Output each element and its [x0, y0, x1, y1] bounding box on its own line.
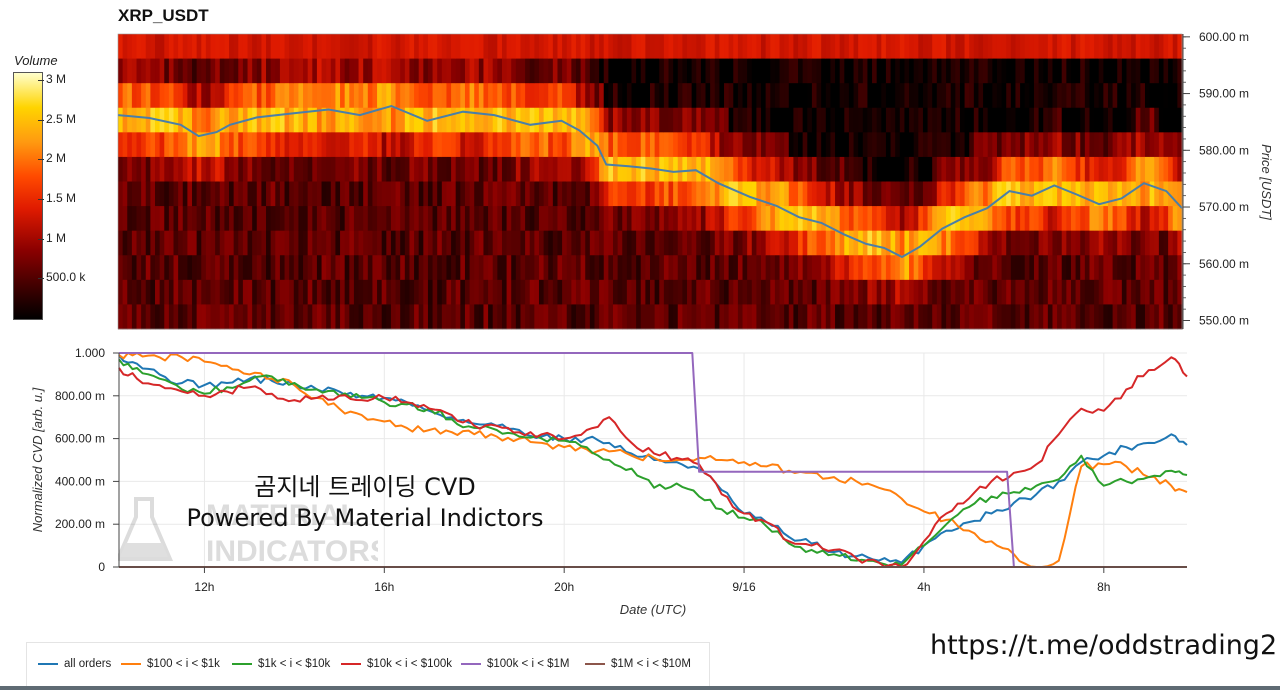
- colorbar-tick-label: 1 M: [46, 230, 67, 245]
- cvd-y-axis-title: Normalized CVD [arb. u.]: [30, 387, 45, 532]
- legend-swatch: [121, 662, 141, 665]
- colorbar-label: Volume: [14, 53, 58, 68]
- price-tick-label: 600.00 m: [1199, 30, 1249, 44]
- colorbar-tick-mark: [38, 198, 44, 200]
- cvd-y-tick-label: 800.00 m: [55, 389, 105, 403]
- legend-swatch: [232, 662, 252, 665]
- colorbar-tick-label: 3 M: [46, 71, 67, 86]
- legend-item-10k-100k[interactable]: $10k < i < $100k: [341, 658, 452, 670]
- price-tick-label: 570.00 m: [1199, 200, 1249, 214]
- chart-title: XRP_USDT: [118, 6, 209, 25]
- legend-swatch: [461, 662, 481, 665]
- material-indicators-logo: MATERIAL INDICATORS: [118, 497, 378, 568]
- cvd-x-tick-label: 20h: [554, 580, 574, 594]
- watermark-line-2: Powered By Material Indictors: [186, 504, 544, 532]
- cvd-y-tick-label: 200.00 m: [55, 517, 105, 531]
- cvd-series-line: [118, 358, 1188, 568]
- heatmap-cells: [118, 34, 1183, 330]
- colorbar-tick-mark: [38, 238, 44, 240]
- heatmap-frame: [117, 33, 1183, 330]
- price-axis-title: Price [USDT]: [1259, 144, 1274, 220]
- colorbar-tick-mark: [38, 79, 44, 81]
- legend-item-1k-10k[interactable]: $1k < i < $10k: [232, 658, 330, 670]
- price-axis-ticks: 600.00 m 590.00 m 580.00 m 570.00 m 560.00 m…: [1183, 30, 1249, 327]
- legend-item-100-1k[interactable]: $100 < i < $1k: [121, 658, 220, 670]
- price-heatmap[interactable]: 600.00 m 590.00 m 580.00 m 570.00 m 560.00 m…: [0, 0, 1280, 340]
- price-tick-label: 560.00 m: [1199, 257, 1249, 271]
- cvd-x-tick-label: 8h: [1097, 580, 1110, 594]
- cvd-x-tick-label: 4h: [917, 580, 930, 594]
- legend-swatch: [38, 662, 58, 665]
- colorbar-tick-mark: [38, 159, 44, 161]
- cvd-y-tick-label: 400.00 m: [55, 474, 105, 488]
- cvd-y-tick-label: 1.000: [75, 346, 105, 360]
- cvd-x-ticks: 12h 16h 20h 9/16 4h 8h: [194, 567, 1110, 594]
- cvd-series-line: [118, 356, 1188, 568]
- cvd-x-tick-label: 9/16: [732, 580, 756, 594]
- legend-swatch: [585, 662, 605, 665]
- colorbar-tick-label: 2 M: [46, 151, 67, 166]
- colorbar-tick-mark: [38, 119, 44, 121]
- cvd-series-line: [119, 352, 1187, 568]
- legend-item-all-orders[interactable]: all orders: [38, 658, 111, 670]
- colorbar-tick-label: 2.5 M: [46, 111, 77, 126]
- colorbar-tick-label: 1.5 M: [46, 190, 77, 205]
- svg-text:INDICATORS: INDICATORS: [206, 535, 378, 568]
- cvd-x-axis-title: Date (UTC): [620, 602, 686, 617]
- price-line: [117, 104, 1183, 259]
- price-tick-label: 550.00 m: [1199, 313, 1249, 327]
- cvd-y-tick-label: 0: [98, 560, 105, 574]
- bottom-bar: [0, 686, 1280, 690]
- svg-text:MATERIAL: MATERIAL: [206, 499, 359, 532]
- price-tick-label: 580.00 m: [1199, 143, 1249, 157]
- legend-swatch: [341, 662, 361, 665]
- watermark-text: 곰지네 트레이딩 CVD Powered By Material Indicto…: [180, 472, 550, 534]
- cvd-y-ticks: 1.000 800.00 m 600.00 m 400.00 m 200.00 m 0: [55, 346, 119, 574]
- watermark-line-1: 곰지네 트레이딩 CVD: [254, 473, 476, 501]
- price-tick-label: 590.00 m: [1199, 87, 1249, 101]
- cvd-y-tick-label: 600.00 m: [55, 432, 105, 446]
- cvd-x-tick-label: 16h: [374, 580, 394, 594]
- colorbar-tick-mark: [38, 278, 44, 280]
- telegram-link[interactable]: https://t.me/oddstrading2: [930, 630, 1278, 661]
- chart-legend: all orders $100 < i < $1k $1k < i < $10k…: [26, 642, 710, 688]
- cvd-x-tick-label: 12h: [194, 580, 214, 594]
- legend-item-100k-1m[interactable]: $100k < i < $1M: [461, 658, 569, 670]
- legend-item-1m-10m[interactable]: $1M < i < $10M: [585, 658, 691, 670]
- cvd-line-chart[interactable]: 1.000 800.00 m 600.00 m 400.00 m 200.00 m 0 1…: [0, 0, 1280, 625]
- cvd-series-lines: [118, 352, 1188, 568]
- colorbar-tick-label: 500.0 k: [46, 270, 86, 285]
